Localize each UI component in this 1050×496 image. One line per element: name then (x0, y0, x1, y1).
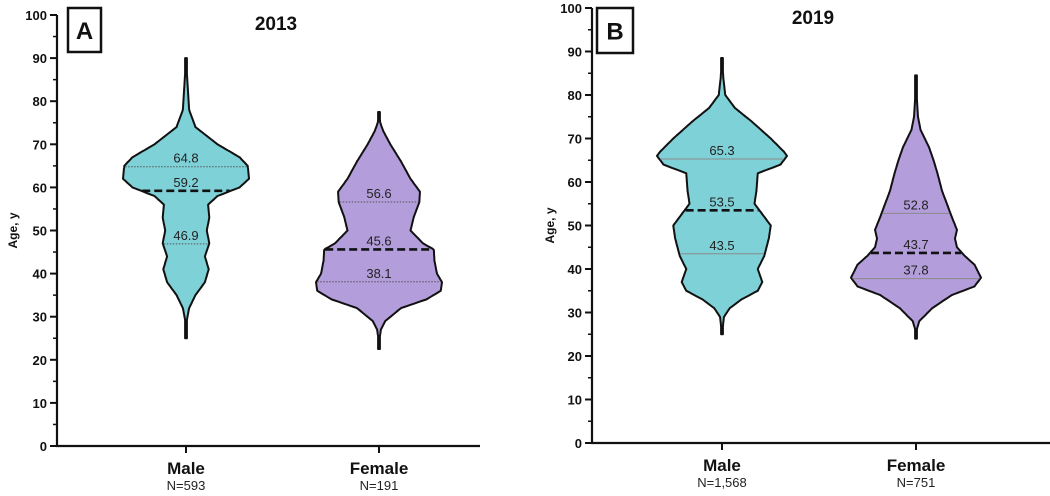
panel-label: B (606, 19, 623, 46)
panel-a: 0 10 20 30 40 50 60 70 80 90 100 Age, y 2013 A 64.8 59.… (6, 6, 480, 493)
y-tick-label: 60 (33, 180, 47, 195)
quartile-q1-value-label: 38.1 (366, 266, 391, 281)
y-tick-label: 90 (33, 51, 47, 66)
y-tick-label: 0 (575, 436, 582, 451)
median-value-label: 53.5 (709, 194, 734, 209)
y-tick-label: 100 (560, 1, 582, 16)
sample-size-label: N=191 (360, 478, 399, 493)
y-tick-label: 10 (33, 396, 47, 411)
quartile-q1-value-label: 46.9 (173, 228, 198, 243)
y-tick-label: 30 (568, 306, 582, 321)
y-tick-label: 50 (568, 219, 582, 234)
y-tick-label: 10 (568, 393, 582, 408)
y-tick-label: 30 (33, 310, 47, 325)
sample-size-label: N=593 (167, 478, 206, 493)
violin-body (850, 74, 982, 340)
x-category-label: Female (887, 456, 946, 475)
y-tick-label: 80 (568, 88, 582, 103)
sample-size-label: N=751 (897, 475, 936, 490)
chart-title: 2013 (255, 14, 297, 35)
quartile-q1-value-label: 43.5 (709, 238, 734, 253)
y-axis-label: Age, y (6, 212, 20, 248)
y-tick-label: 0 (40, 439, 47, 454)
quartile-q1-value-label: 37.8 (903, 263, 928, 278)
violin-body (122, 57, 250, 340)
median-value-label: 43.7 (903, 237, 928, 252)
panel-b: 0 10 20 30 40 50 60 70 80 90 100 Age, y 2019 B 65.3 53.… (543, 1, 1050, 490)
quartile-q3-value-label: 65.3 (709, 143, 734, 158)
violin-female: 52.8 43.7 37.8 (850, 74, 982, 340)
y-tick-label: 70 (33, 137, 47, 152)
sample-size-label: N=1,568 (697, 475, 747, 490)
y-tick-label: 70 (568, 132, 582, 147)
panel-label-box (595, 6, 635, 55)
y-axis-label: Age, y (543, 207, 557, 243)
violin-female: 56.6 45.6 38.1 (315, 111, 443, 350)
y-tick-label: 20 (33, 353, 47, 368)
quartile-q3-value-label: 64.8 (173, 151, 198, 166)
y-tick-label: 40 (33, 267, 47, 282)
y-tick-label: 40 (568, 262, 582, 277)
panel-label: A (76, 18, 93, 45)
violin-body (315, 111, 443, 350)
x-category-label: Male (167, 459, 205, 478)
violin-body (656, 57, 788, 336)
y-tick-label: 80 (33, 94, 47, 109)
chart-title: 2019 (792, 8, 834, 29)
y-tick-label: 20 (568, 349, 582, 364)
x-category-label: Female (350, 459, 409, 478)
x-category-label: Male (703, 456, 741, 475)
y-tick-label: 60 (568, 175, 582, 190)
y-tick-label: 50 (33, 224, 47, 239)
violin-male: 65.3 53.5 43.5 (656, 57, 788, 336)
violin-male: 64.8 59.2 46.9 (122, 57, 250, 340)
y-tick-label: 100 (25, 8, 47, 23)
panel-label-box (66, 6, 103, 54)
y-tick-label: 90 (568, 45, 582, 60)
median-value-label: 45.6 (366, 233, 391, 248)
median-value-label: 59.2 (173, 175, 198, 190)
quartile-q3-value-label: 52.8 (903, 197, 928, 212)
quartile-q3-value-label: 56.6 (366, 186, 391, 201)
